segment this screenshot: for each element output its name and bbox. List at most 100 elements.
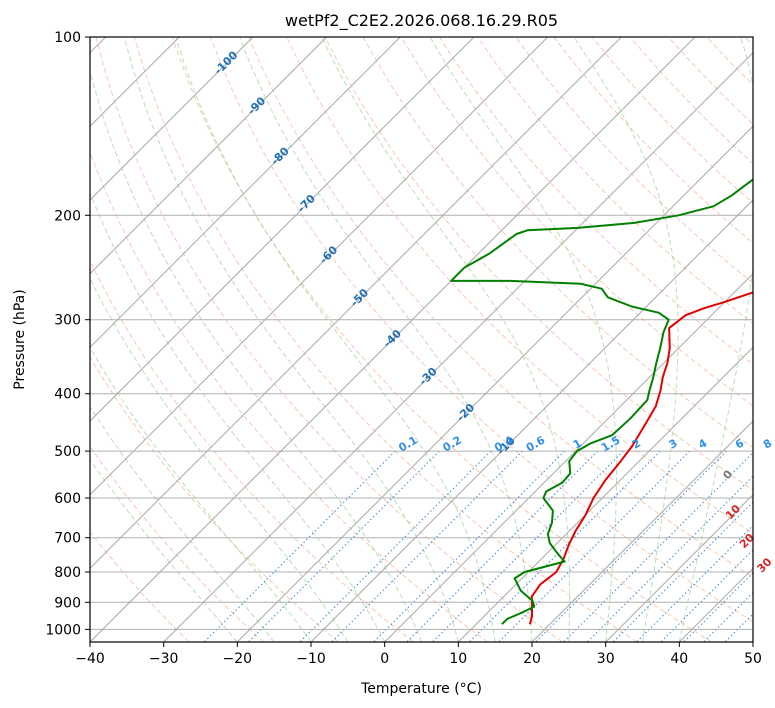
x-tick-label: 10	[449, 651, 467, 667]
isotherm-line	[678, 567, 753, 642]
isotherm-label: -40	[381, 327, 404, 350]
isotherm-label: -100	[212, 48, 241, 77]
y-tick-label: 500	[54, 444, 81, 460]
mixing-ratio-line	[498, 450, 691, 642]
mixing-ratio-line	[432, 450, 624, 642]
x-tick-label: 20	[523, 651, 541, 667]
mixing-ratio-label: 3	[667, 437, 680, 452]
mixing-ratio-line	[586, 475, 753, 642]
y-axis-ticks: 100 200 300 400 500 600 700 800 900 1000	[45, 30, 90, 638]
moist-adiabats	[90, 37, 753, 642]
x-tick-label: −20	[223, 651, 253, 667]
dry-adiabat	[438, 37, 753, 366]
isotherm-line	[457, 346, 753, 642]
mixing-ratio-line	[612, 501, 753, 642]
chart-title: wetPf2_C2E2.2026.068.16.29.R05	[285, 11, 558, 31]
isotherm-line	[531, 420, 753, 642]
x-tick-label: −10	[296, 651, 326, 667]
isotherm-line	[90, 37, 696, 642]
y-tick-label: 300	[54, 313, 81, 329]
mixing-ratio-line	[683, 572, 753, 642]
dry-adiabat	[248, 37, 753, 578]
y-tick-label: 100	[54, 30, 81, 46]
mixing-ratio-line	[660, 549, 753, 642]
dry-adiabat	[744, 37, 753, 47]
moist-adiabat	[678, 37, 753, 642]
y-tick-label: 1000	[45, 622, 81, 638]
dry-adiabat	[515, 37, 753, 284]
dry-adiabat	[90, 356, 339, 642]
moist-adiabat	[90, 346, 312, 642]
mixing-ratio-line	[203, 450, 396, 642]
x-tick-label: −40	[75, 651, 105, 667]
mixing-ratio-line	[469, 450, 661, 642]
isotherm-line	[90, 37, 549, 496]
dry-adiabat	[591, 37, 753, 204]
plot-frame	[89, 36, 754, 643]
x-axis-title: Temperature (°C)	[360, 681, 482, 697]
y-tick-label: 800	[54, 565, 81, 581]
moist-adiabat	[90, 191, 386, 642]
y-axis-title: Pressure (hPa)	[12, 289, 28, 389]
isotherm-line	[384, 272, 753, 642]
moist-adiabat-label: 0	[720, 467, 735, 482]
dewpoint-profile-line	[450, 178, 753, 625]
mixing-ratio-line	[563, 451, 753, 642]
moist-adiabat	[90, 458, 238, 642]
moist-adiabat-label: 20	[737, 531, 757, 551]
sounding-profiles	[450, 178, 753, 625]
isotherm-line	[236, 125, 753, 642]
isotherm-line	[90, 37, 475, 422]
isotherm-line	[605, 493, 753, 642]
dry-adiabat	[90, 150, 488, 642]
x-axis-ticks: −40 −30 −20 −10 0 10 20 30 40 50	[75, 642, 762, 667]
dry-adiabat	[90, 445, 264, 642]
isotherm-label: -20	[454, 401, 477, 424]
isotherm-label: -60	[317, 243, 340, 266]
mixing-ratio-label: 2	[630, 437, 643, 452]
moist-adiabat	[90, 68, 422, 642]
moist-adiabat	[123, 37, 459, 642]
isotherm-gridlines	[90, 37, 753, 642]
dry-adiabat	[210, 37, 753, 623]
isotherm-line	[90, 37, 328, 275]
x-tick-label: 50	[744, 651, 762, 667]
mixing-ratio-line	[703, 591, 753, 642]
temperature-profile-line	[528, 291, 753, 625]
isotherm-line	[310, 199, 753, 642]
moist-adiabat	[429, 37, 617, 642]
dry-adiabat	[133, 37, 638, 642]
moist-adiabat	[573, 37, 679, 642]
dry-adiabat	[95, 37, 563, 642]
moist-adiabat-label: 10	[723, 502, 743, 522]
isobar-gridlines	[90, 37, 753, 630]
mixing-ratio-line	[535, 450, 727, 642]
mixing-ratio-label: 8	[761, 437, 774, 452]
moist-adiabat-label: 40	[773, 579, 775, 599]
dry-adiabat	[90, 259, 414, 642]
isotherm-label: -30	[417, 365, 440, 388]
y-tick-label: 900	[54, 595, 81, 611]
x-tick-label: 0	[380, 651, 389, 667]
mixing-ratio-label: 4	[696, 436, 709, 451]
y-tick-label: 600	[54, 491, 81, 507]
moist-adiabat	[239, 37, 533, 642]
mixing-ratio-line	[299, 450, 492, 642]
dry-adiabat	[668, 37, 753, 125]
moist-adiabat	[90, 405, 275, 642]
mixing-ratio-label: 6	[733, 436, 746, 451]
x-tick-label: 40	[670, 651, 688, 667]
isotherm-line	[90, 37, 622, 570]
y-tick-label: 400	[54, 387, 81, 403]
moist-adiabat	[175, 37, 496, 642]
dry-adiabat	[90, 531, 190, 642]
moist-adiabat	[321, 37, 571, 642]
y-tick-label: 200	[54, 208, 81, 224]
isotherm-label: -50	[348, 286, 371, 309]
isotherm-line	[752, 641, 753, 642]
x-tick-label: −30	[149, 651, 179, 667]
mixing-ratio-line	[331, 450, 523, 642]
dry-adiabat	[171, 37, 712, 642]
moist-adiabat	[90, 277, 349, 642]
